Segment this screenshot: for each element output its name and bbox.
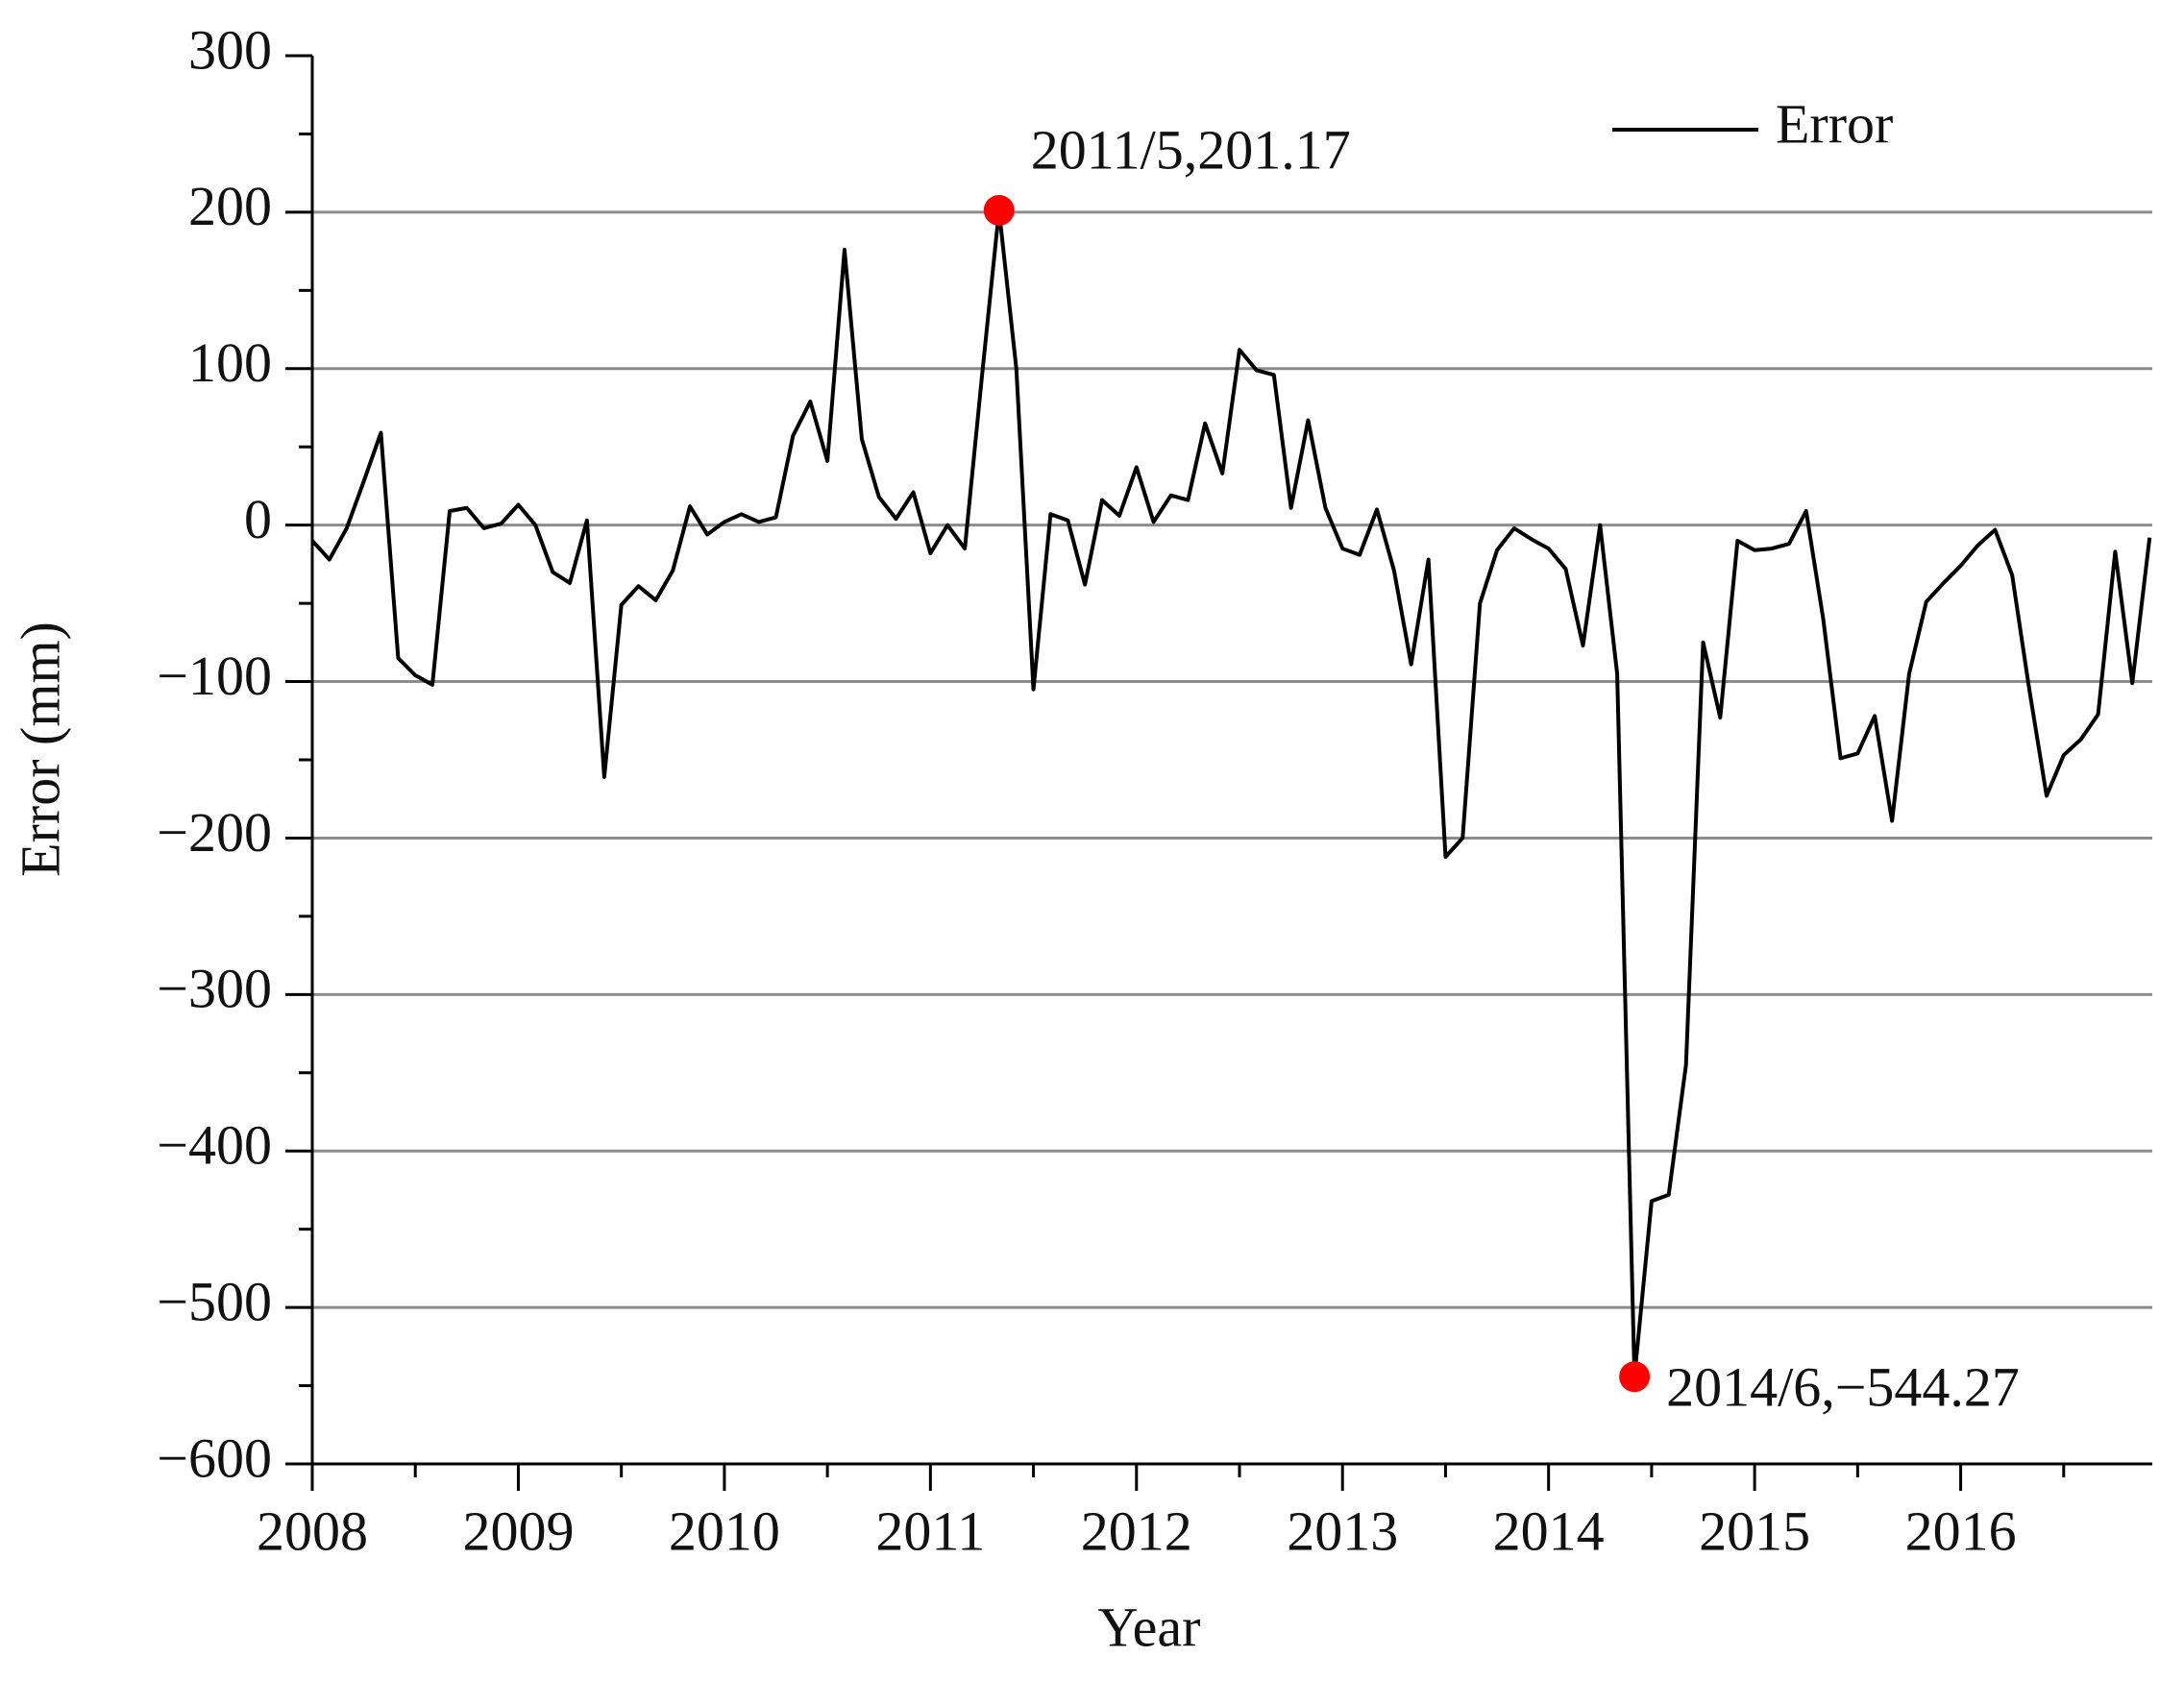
x-tick-label: 2009 (462, 1499, 574, 1562)
y-tick-label: −300 (157, 958, 272, 1020)
annotation-label: 2011/5,201.17 (1031, 118, 1351, 181)
annotation-point (1619, 1361, 1651, 1393)
annotation-label: 2014/6,−544.27 (1666, 1356, 2020, 1419)
y-tick-label: 300 (188, 18, 272, 81)
y-tick-label: 200 (188, 175, 272, 237)
legend-label: Error (1776, 92, 1893, 155)
y-axis-label: Error (mm) (9, 621, 71, 877)
x-axis-label: Year (1098, 1596, 1201, 1658)
x-tick-label: 2013 (1287, 1499, 1398, 1562)
y-tick-label: 100 (188, 331, 272, 394)
x-tick-label: 2008 (257, 1499, 368, 1562)
x-tick-label: 2010 (669, 1499, 780, 1562)
y-tick-label: −100 (157, 645, 272, 707)
x-tick-label: 2012 (1081, 1499, 1192, 1562)
x-tick-label: 2016 (1905, 1499, 2017, 1562)
y-tick-label: −500 (157, 1270, 272, 1332)
x-tick-label: 2014 (1493, 1499, 1605, 1562)
series-line (310, 207, 2152, 1379)
y-tick-label: 0 (244, 488, 272, 550)
x-tick-label: 2015 (1699, 1499, 1810, 1562)
y-tick-label: −200 (157, 801, 272, 864)
x-tick-label: 2011 (875, 1499, 985, 1562)
y-tick-label: −600 (157, 1426, 272, 1489)
y-tick-label: −400 (157, 1114, 272, 1177)
annotation-point (983, 194, 1015, 226)
